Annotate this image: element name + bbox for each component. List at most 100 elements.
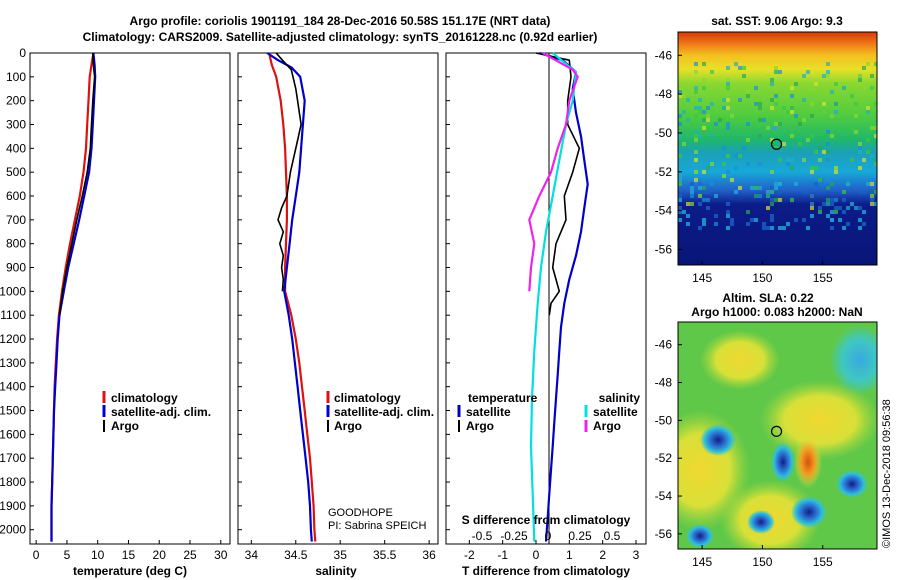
sla-map-frame [677, 321, 878, 550]
sst-pixel [702, 170, 706, 174]
depth-tick-label: 500 [6, 165, 26, 179]
sst-pixel [790, 106, 794, 110]
sst-pixel [774, 126, 778, 130]
depth-tick-label: 0 [19, 46, 26, 60]
sst-pixel [734, 166, 738, 170]
sst-pixel [830, 114, 834, 118]
sst-pixel [770, 78, 774, 82]
sst-pixel [842, 226, 846, 230]
sst-pixel [814, 166, 818, 170]
s-diff-tick-2: 0 [545, 529, 552, 543]
depth-tick-label: 1000 [0, 284, 26, 298]
sst-pixel [802, 118, 806, 122]
depth-tick-label: 1500 [0, 404, 26, 418]
sla-low-anomaly [771, 442, 795, 482]
sst-pixel [774, 186, 778, 190]
x-tick-label: 5 [64, 548, 71, 562]
sst-pixel [802, 98, 806, 102]
sst-pixel [770, 186, 774, 190]
sst-pixel [710, 182, 714, 186]
sst-pixel [782, 142, 786, 146]
sst-pixel [862, 66, 866, 70]
sst-pixel [694, 134, 698, 138]
sst-pixel [842, 190, 846, 194]
sst-pixel [854, 130, 858, 134]
sst-pixel [782, 106, 786, 110]
figure-title-line2: Climatology: CARS2009. Satellite-adjuste… [83, 30, 598, 44]
sst-pixel [754, 194, 758, 198]
x-tick-label: 36 [422, 548, 436, 562]
sst-pixel [810, 170, 814, 174]
sst-pixel [698, 186, 702, 190]
sst-pixel [702, 110, 706, 114]
sst-pixel [870, 126, 874, 130]
sst-pixel [830, 218, 834, 222]
sst-pixel [802, 190, 806, 194]
sst-pixel [874, 134, 877, 138]
depth-tick-label: 700 [6, 213, 26, 227]
depth-tick-label: 100 [6, 70, 26, 84]
map-lat-label: -48 [655, 376, 673, 390]
sst-pixel [874, 162, 877, 166]
sst-pixel [818, 146, 822, 150]
sst-pixel [858, 78, 862, 82]
x-axes: 0 5 10 15 20 25 30 34 34.5 35 35.5 36 -2 -1 0 1 2 3 [33, 540, 640, 562]
x-tick-label: 34.5 [284, 548, 308, 562]
sst-pixel [758, 106, 762, 110]
sst-pixel [726, 122, 730, 126]
sst-pixel [834, 170, 838, 174]
sst-pixel [698, 202, 702, 206]
sst-pixel [746, 90, 750, 94]
sst-pixel [790, 158, 794, 162]
sst-pixel [742, 146, 746, 150]
sst-pixel [850, 126, 854, 130]
sst-pixel [730, 222, 734, 226]
sst-pixel [826, 158, 830, 162]
sst-pixel [810, 134, 814, 138]
sst-pixel [766, 226, 770, 230]
depth-tick-label: 1700 [0, 451, 26, 465]
sst-pixel [858, 218, 862, 222]
map-lat-label: -48 [655, 87, 673, 101]
sst-pixel [722, 118, 726, 122]
sst-pixel [858, 142, 862, 146]
sst-pixel [766, 190, 770, 194]
sst-pixel [874, 62, 877, 66]
sst-pixel [826, 62, 830, 66]
legend-label-t-satellite: satellite [466, 405, 511, 419]
sst-pixel [870, 182, 874, 186]
sst-pixel [746, 162, 750, 166]
sst-pixel [766, 74, 770, 78]
sst-pixel [870, 194, 874, 198]
map-lat-label: -56 [655, 527, 673, 541]
temperature-series-climatology [50, 52, 95, 542]
sst-pixel [826, 178, 830, 182]
sst-pixel [850, 158, 854, 162]
sst-pixel [778, 182, 782, 186]
sst-pixel [694, 86, 698, 90]
sst-pixel [842, 198, 846, 202]
sst-pixel [842, 210, 846, 214]
sst-pixel [686, 98, 690, 102]
sst-pixel [826, 150, 830, 154]
depth-tick-label: 1100 [0, 308, 26, 322]
sst-pixel [826, 142, 830, 146]
sst-pixel [770, 202, 774, 206]
sst-pixel [874, 126, 877, 130]
sst-pixel [834, 102, 838, 106]
x-tick-label: 15 [122, 548, 136, 562]
sst-map-ticks: -46 -48 -50 -52 -54 -56 145 150 155 [655, 48, 833, 285]
sst-pixel [770, 226, 774, 230]
sst-map-frame [677, 31, 878, 266]
sst-pixel [702, 118, 706, 122]
sst-pixel [862, 158, 866, 162]
sst-pixel [774, 182, 778, 186]
sst-pixel [694, 90, 698, 94]
sst-pixel [834, 206, 838, 210]
sst-pixel [818, 210, 822, 214]
sst-pixel [690, 190, 694, 194]
sst-pixel [726, 170, 730, 174]
temperature-series-argo [58, 52, 96, 316]
sst-pixel [858, 226, 862, 230]
sst-pixel [694, 70, 698, 74]
